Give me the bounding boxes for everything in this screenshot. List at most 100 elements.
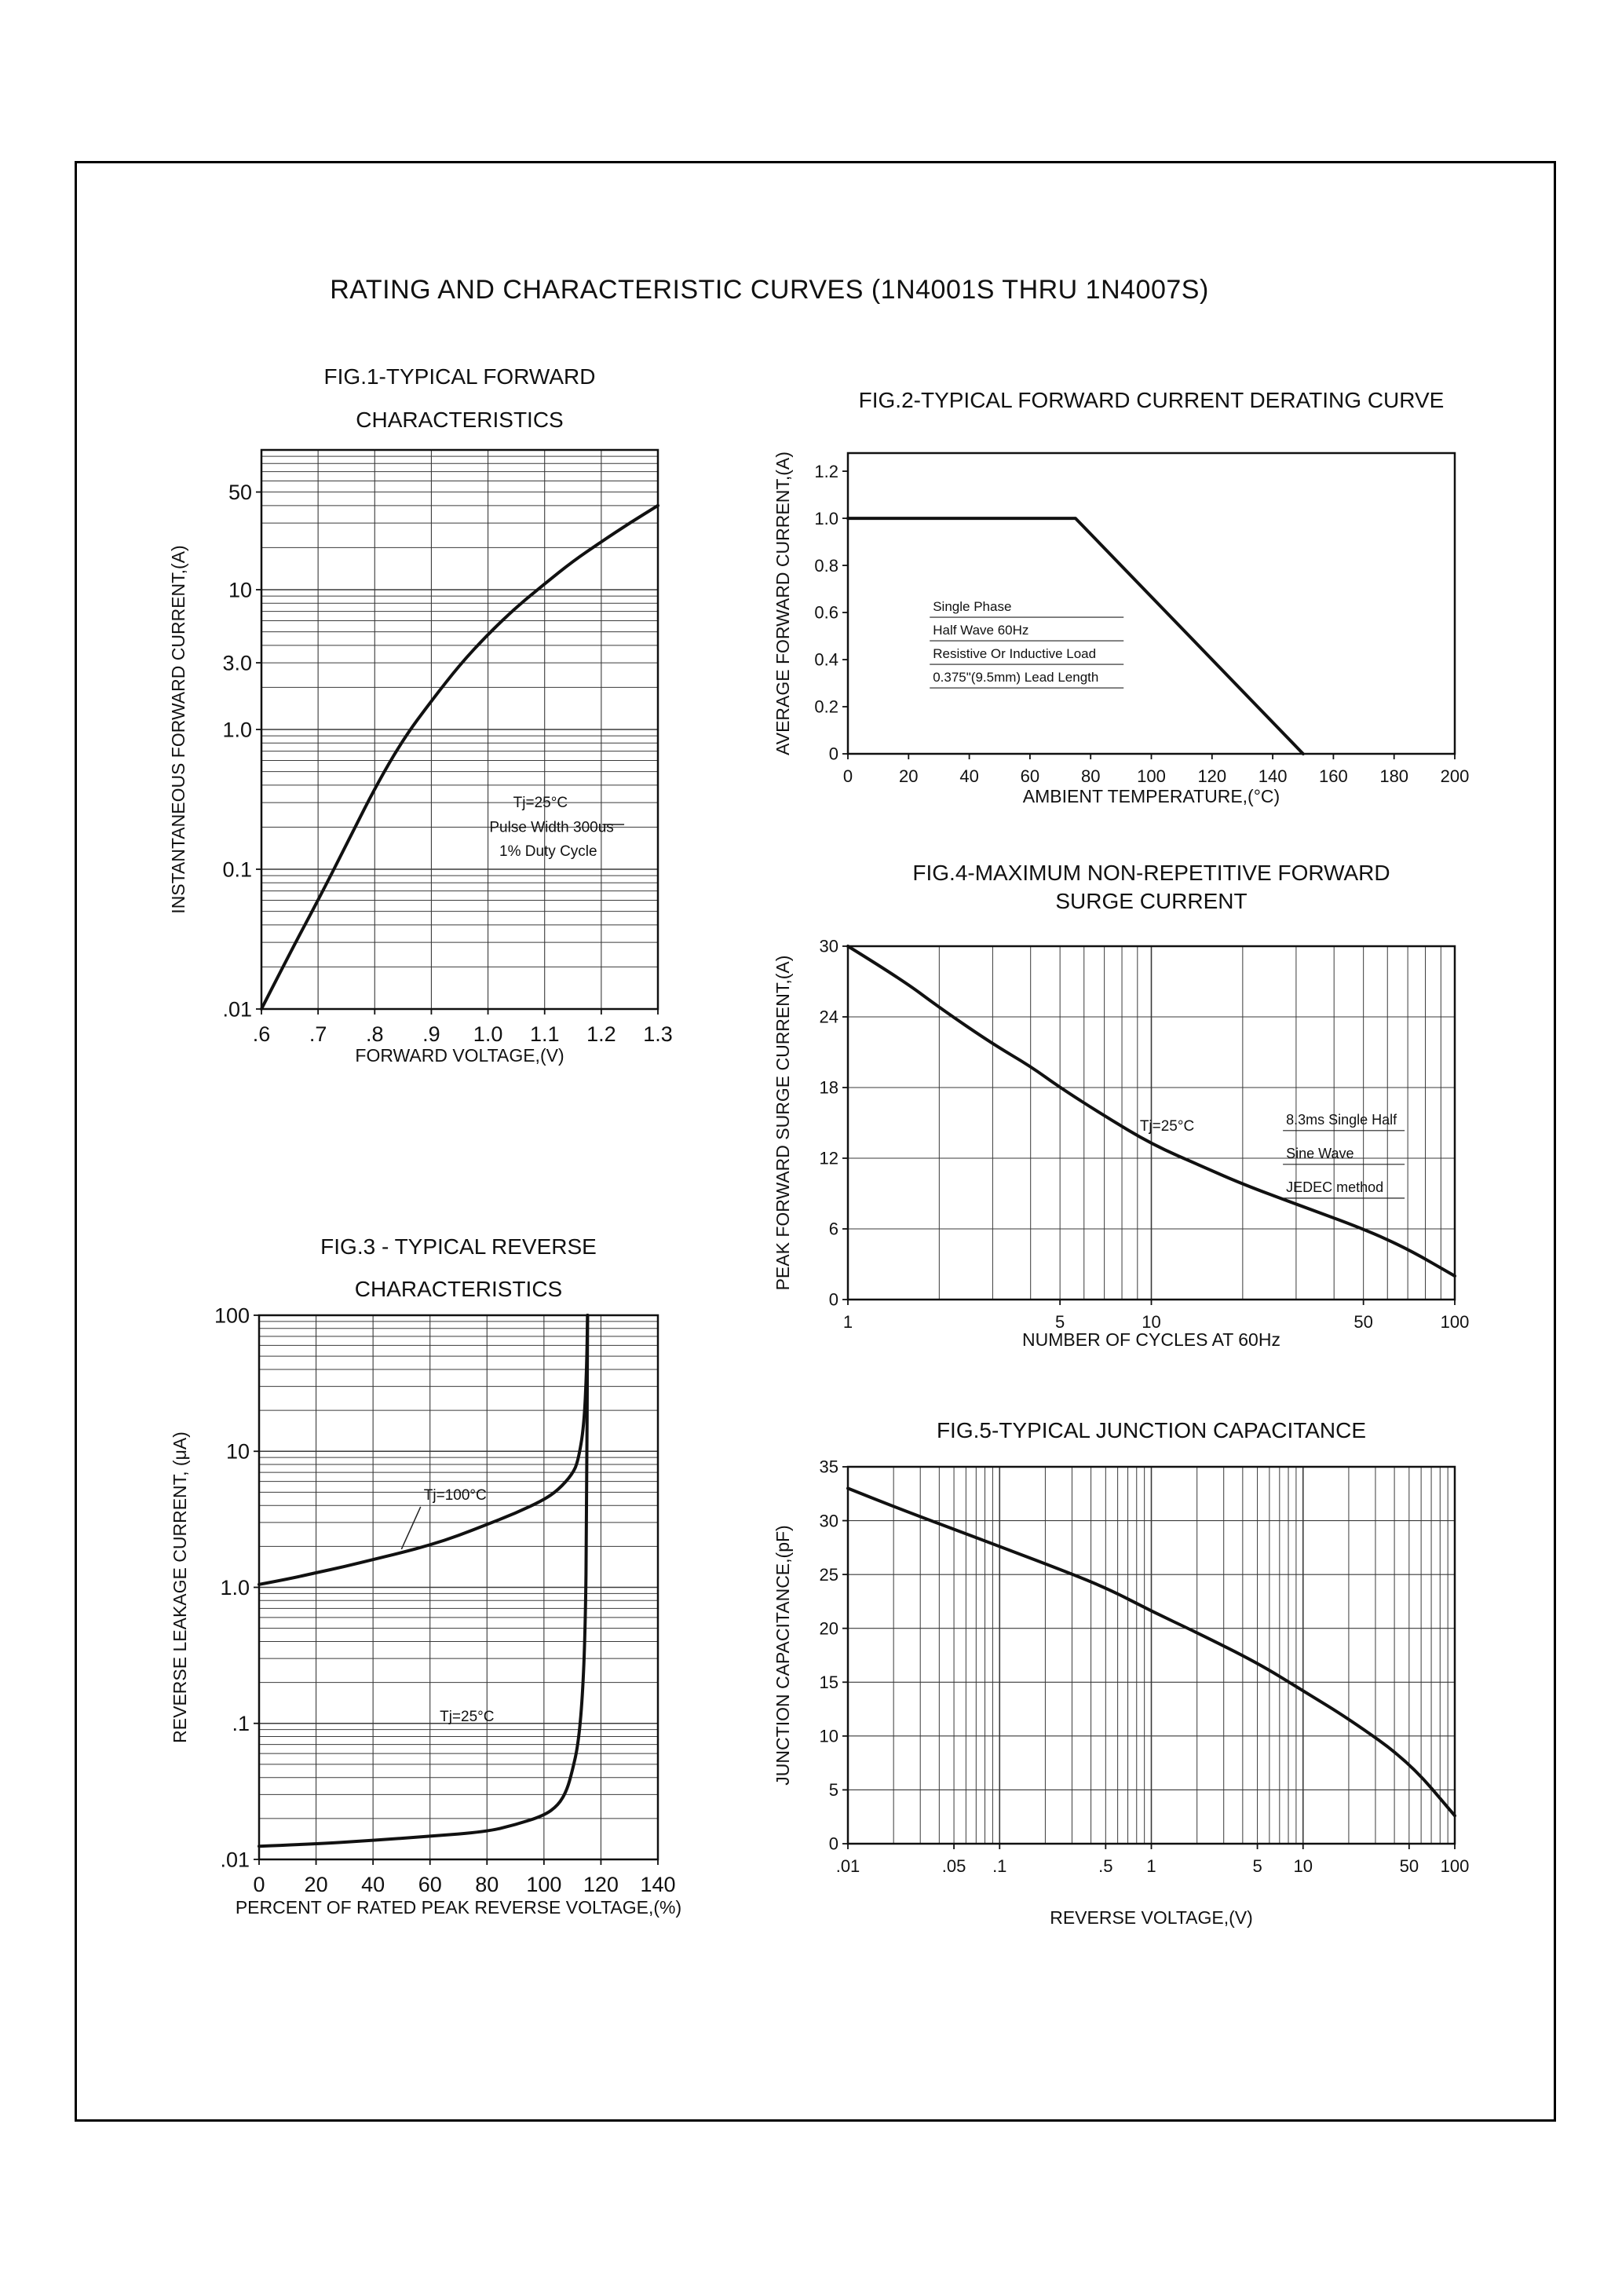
fig1-forward-characteristics-chart: .6 .7 .8 .9 1.0 1.1 1.2 1.3 50 10 3.0 1.0 0.1 .01 FORW… [168, 448, 673, 1066]
fig1-subtitle: CHARACTERISTICS [356, 408, 564, 432]
y-tick-label: 100 [214, 1303, 250, 1327]
x-tick-label: 140 [640, 1873, 675, 1896]
x-axis-label: FORWARD VOLTAGE,(V) [355, 1045, 564, 1066]
x-tick-label: 50 [1353, 1312, 1372, 1332]
x-tick-label: .01 [836, 1856, 860, 1876]
x-tick-label: 5 [1055, 1312, 1065, 1332]
curve-capacitance [846, 1486, 1456, 1818]
annotation: Tj=25°C [440, 1709, 494, 1725]
x-tick-label: 160 [1319, 766, 1348, 786]
x-tick-label: 120 [1197, 766, 1226, 786]
x-tick-label: 60 [1021, 766, 1039, 786]
y-tick-label: 0.1 [222, 857, 252, 881]
y-tick-label: 10 [228, 578, 252, 601]
curve-Tj=25°C [260, 503, 659, 1011]
x-tick-label: 1.1 [530, 1022, 560, 1046]
y-tick-label: 5 [829, 1780, 838, 1800]
y-tick-label: 30 [820, 1511, 838, 1530]
y-axis-label: REVERSE LEAKAGE CURRENT, (μA) [170, 1431, 190, 1743]
fig5-title: FIG.5-TYPICAL JUNCTION CAPACITANCE [936, 1418, 1367, 1442]
y-tick-label: 1.0 [814, 509, 838, 528]
y-tick-label: 0.8 [814, 556, 838, 576]
y-tick-label: 24 [820, 1007, 838, 1027]
y-tick-label: 15 [820, 1673, 838, 1692]
x-tick-label: 140 [1259, 766, 1288, 786]
y-tick-label: 50 [228, 481, 252, 504]
x-tick-label: 1.0 [473, 1022, 503, 1046]
annotation: Half Wave 60Hz [933, 623, 1028, 638]
x-tick-label: 80 [1081, 766, 1100, 786]
fig2-title: FIG.2-TYPICAL FORWARD CURRENT DERATING C… [858, 388, 1445, 412]
annotation: JEDEC method [1286, 1179, 1383, 1195]
y-tick-label: 0.2 [814, 697, 838, 717]
x-tick-label: 0 [843, 766, 853, 786]
y-tick-label: 0 [829, 744, 838, 764]
x-tick-label: 50 [1400, 1856, 1419, 1876]
y-tick-label: 20 [820, 1618, 838, 1638]
x-tick-label: 80 [475, 1873, 499, 1896]
y-tick-label: .01 [220, 1848, 250, 1871]
x-tick-label: 20 [305, 1873, 328, 1896]
y-axis-label: INSTANTANEOUS FORWARD CURRENT,(A) [168, 545, 188, 913]
x-tick-label: 40 [959, 766, 978, 786]
annotation: Single Phase [933, 599, 1011, 614]
y-tick-label: 12 [820, 1149, 838, 1168]
y-tick-label: 1.0 [222, 718, 252, 741]
y-tick-label: 10 [226, 1440, 250, 1464]
fig3-title: FIG.3 - TYPICAL REVERSE [320, 1234, 597, 1259]
y-tick-label: .1 [232, 1712, 250, 1735]
fig5-junction-capacitance-chart: .01.05.1.5 1 5 10 50 10035302520151050REVERSE… [773, 1457, 1470, 1928]
x-tick-label: 100 [526, 1873, 561, 1896]
x-tick-label: 100 [1441, 1856, 1470, 1876]
fig3-reverse-characteristics-chart: 0 20 40 60 80 100 120 140 100 10 1.0 .1 .01 PERCENT O… [170, 1303, 681, 1918]
x-tick-label: 100 [1137, 766, 1166, 786]
y-tick-label: 1.2 [814, 462, 838, 481]
y-tick-label: 10 [820, 1727, 838, 1746]
curve-derating [846, 517, 1305, 755]
annotation: 0.375"(9.5mm) Lead Length [933, 670, 1098, 685]
x-axis-label: REVERSE VOLTAGE,(V) [1050, 1907, 1253, 1928]
y-tick-label: 18 [820, 1078, 838, 1098]
x-tick-label: 40 [361, 1873, 385, 1896]
x-tick-label: 20 [899, 766, 918, 786]
y-tick-label: 6 [829, 1219, 838, 1239]
x-tick-label: 120 [583, 1873, 619, 1896]
x-tick-label: 10 [1294, 1856, 1313, 1876]
annotation: Tj=25°C [513, 795, 568, 811]
y-axis-label: AVERAGE FORWARD CURRENT,(A) [773, 452, 793, 755]
y-axis-label: PEAK FORWARD SURGE CURRENT,(A) [773, 956, 793, 1291]
x-tick-label: 5 [1252, 1856, 1262, 1876]
y-tick-label: 0.4 [814, 650, 838, 670]
annotation: 8.3ms Single Half [1286, 1112, 1397, 1128]
x-tick-label: .8 [366, 1022, 384, 1046]
annotation-leader [400, 1506, 422, 1550]
annotation: 1% Duty Cycle [499, 843, 597, 860]
annotation: Tj=100°C [424, 1487, 487, 1504]
fig1-title: FIG.1-TYPICAL FORWARD [323, 364, 596, 389]
annotation: Resistive Or Inductive Load [933, 646, 1096, 661]
annotation: Tj=25°C [1140, 1118, 1194, 1135]
x-tick-label: 1 [843, 1312, 853, 1332]
x-tick-label: .1 [992, 1856, 1006, 1876]
x-tick-label: 1 [1146, 1856, 1156, 1876]
y-tick-label: 25 [820, 1565, 838, 1585]
y-tick-label: 0.6 [814, 603, 838, 623]
x-tick-label: 10 [1142, 1312, 1160, 1332]
page-title: RATING AND CHARACTERISTIC CURVES (1N4001… [330, 275, 1209, 305]
y-tick-label: 35 [820, 1457, 838, 1477]
page-border [75, 161, 1556, 2122]
y-tick-label: 1.0 [220, 1576, 250, 1600]
fig3-subtitle: CHARACTERISTICS [354, 1277, 563, 1301]
x-tick-label: 60 [418, 1873, 442, 1896]
annotation: Sine Wave [1286, 1146, 1353, 1161]
x-tick-label: .7 [309, 1022, 327, 1046]
curve-Tj=25°C [258, 1314, 590, 1848]
y-axis-label: JUNCTION CAPACITANCE,(pF) [773, 1525, 793, 1785]
x-axis-label: NUMBER OF CYCLES AT 60Hz [1022, 1329, 1280, 1350]
annotation: Pulse Width 300us [489, 819, 613, 835]
fig4-subtitle: SURGE CURRENT [1055, 889, 1248, 913]
fig2-current-derating-chart: 0 20 40 60 80 100 120 140 160 180 200 1.2 1.0 0.8 0.6 0… [773, 452, 1469, 806]
y-tick-label: .01 [222, 997, 252, 1021]
fig4-surge-current-chart: 1 5 10 50 100 30 24 18 12 6 0 NUMBER OF CYCLES AT 6… [773, 937, 1469, 1350]
x-tick-label: 1.2 [586, 1022, 616, 1046]
